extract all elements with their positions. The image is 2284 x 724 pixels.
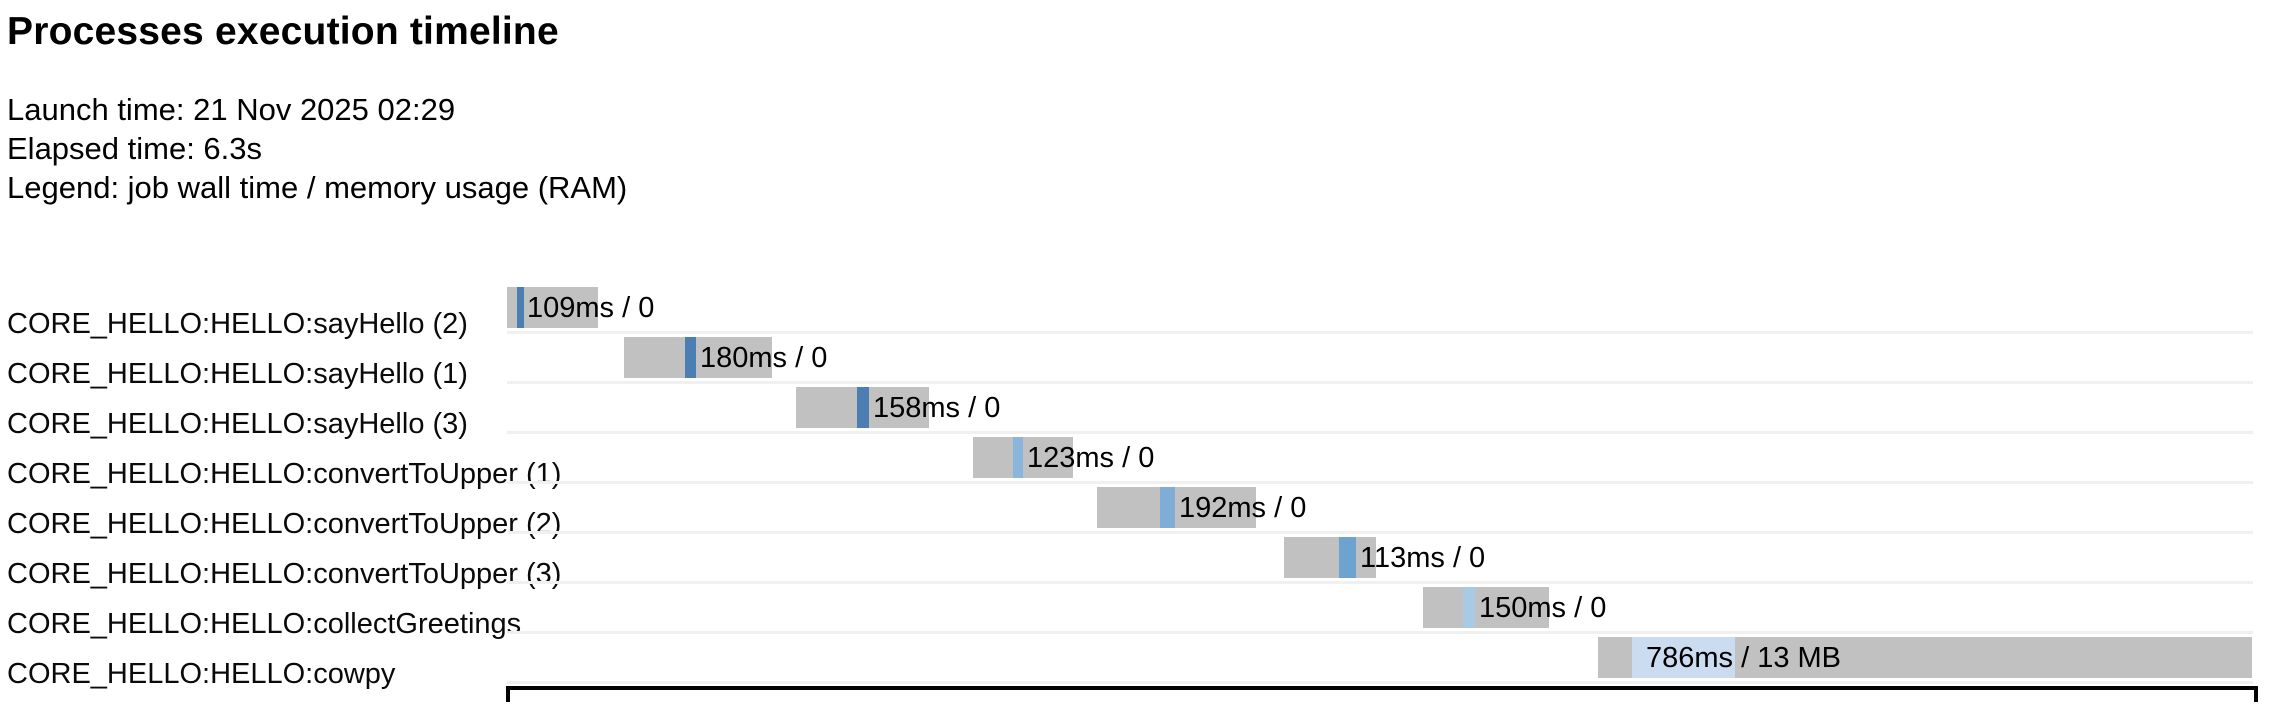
timeline-row: CORE_HELLO:HELLO:sayHello (2) 109ms / 0 [0,283,2284,339]
timeline-row: CORE_HELLO:HELLO:convertToUpper (1) 123m… [0,433,2284,489]
process-label: CORE_HELLO:HELLO:convertToUpper (3) [7,558,562,590]
task-bar-accent-segment [857,387,869,428]
elapsed-time-text: Elapsed time: 6.3s [7,131,263,166]
row-gridline [507,581,2253,584]
row-gridline [507,481,2253,484]
task-bar-accent-segment [1160,487,1175,528]
process-label: CORE_HELLO:HELLO:convertToUpper (2) [7,508,562,540]
row-gridline [507,631,2253,634]
process-label: CORE_HELLO:HELLO:convertToUpper (1) [7,458,562,490]
row-gridline [507,331,2253,334]
process-label: CORE_HELLO:HELLO:collectGreetings [7,608,522,640]
process-label: CORE_HELLO:HELLO:sayHello (3) [7,408,468,440]
timeline-row: CORE_HELLO:HELLO:collectGreetings 150ms … [0,583,2284,639]
clipped-bottom-panel [506,686,2258,702]
launch-time-text: Launch time: 21 Nov 2025 02:29 [7,92,456,127]
timeline-row: CORE_HELLO:HELLO:convertToUpper (3) 113m… [0,533,2284,589]
process-label: CORE_HELLO:HELLO:cowpy [7,658,396,690]
task-bar [507,287,598,328]
task-bar-accent-segment [1463,587,1475,628]
task-metrics-label: 180ms / 0 [700,342,828,374]
task-metrics-label: 123ms / 0 [1027,442,1155,474]
timeline-row: CORE_HELLO:HELLO:cowpy 786ms / 13 MB [0,633,2284,689]
legend-text: Legend: job wall time / memory usage (RA… [7,170,628,205]
task-bar-accent-segment [685,337,696,378]
task-metrics-label: 109ms / 0 [527,292,655,324]
task-bar-accent-segment [517,287,524,328]
task-bar [1423,587,1549,628]
process-label: CORE_HELLO:HELLO:sayHello (2) [7,308,468,340]
timeline-row: CORE_HELLO:HELLO:convertToUpper (2) 192m… [0,483,2284,539]
row-gridline [507,431,2253,434]
report-meta: Launch time: 21 Nov 2025 02:29 Elapsed t… [7,90,627,207]
process-label: CORE_HELLO:HELLO:sayHello (1) [7,358,468,390]
task-bar [624,337,772,378]
task-metrics-label: 150ms / 0 [1479,592,1607,624]
row-gridline [507,531,2253,534]
task-bar [1097,487,1256,528]
page-title: Processes execution timeline [7,10,559,53]
task-bar [796,387,929,428]
row-gridline [507,681,2253,684]
task-metrics-label: 786ms / 13 MB [1646,642,1842,674]
task-bar [1598,637,2252,678]
task-metrics-label: 158ms / 0 [873,392,1001,424]
timeline-row: CORE_HELLO:HELLO:sayHello (3) 158ms / 0 [0,383,2284,439]
task-metrics-label: 113ms / 0 [1360,542,1486,574]
task-bar [973,437,1073,478]
row-gridline [507,381,2253,384]
task-metrics-label: 192ms / 0 [1179,492,1307,524]
timeline-row: CORE_HELLO:HELLO:sayHello (1) 180ms / 0 [0,333,2284,389]
task-bar-accent-segment [1013,437,1023,478]
task-bar [1284,537,1376,578]
task-bar-accent-segment [1339,537,1356,578]
task-bar-accent-segment [1632,637,1735,678]
